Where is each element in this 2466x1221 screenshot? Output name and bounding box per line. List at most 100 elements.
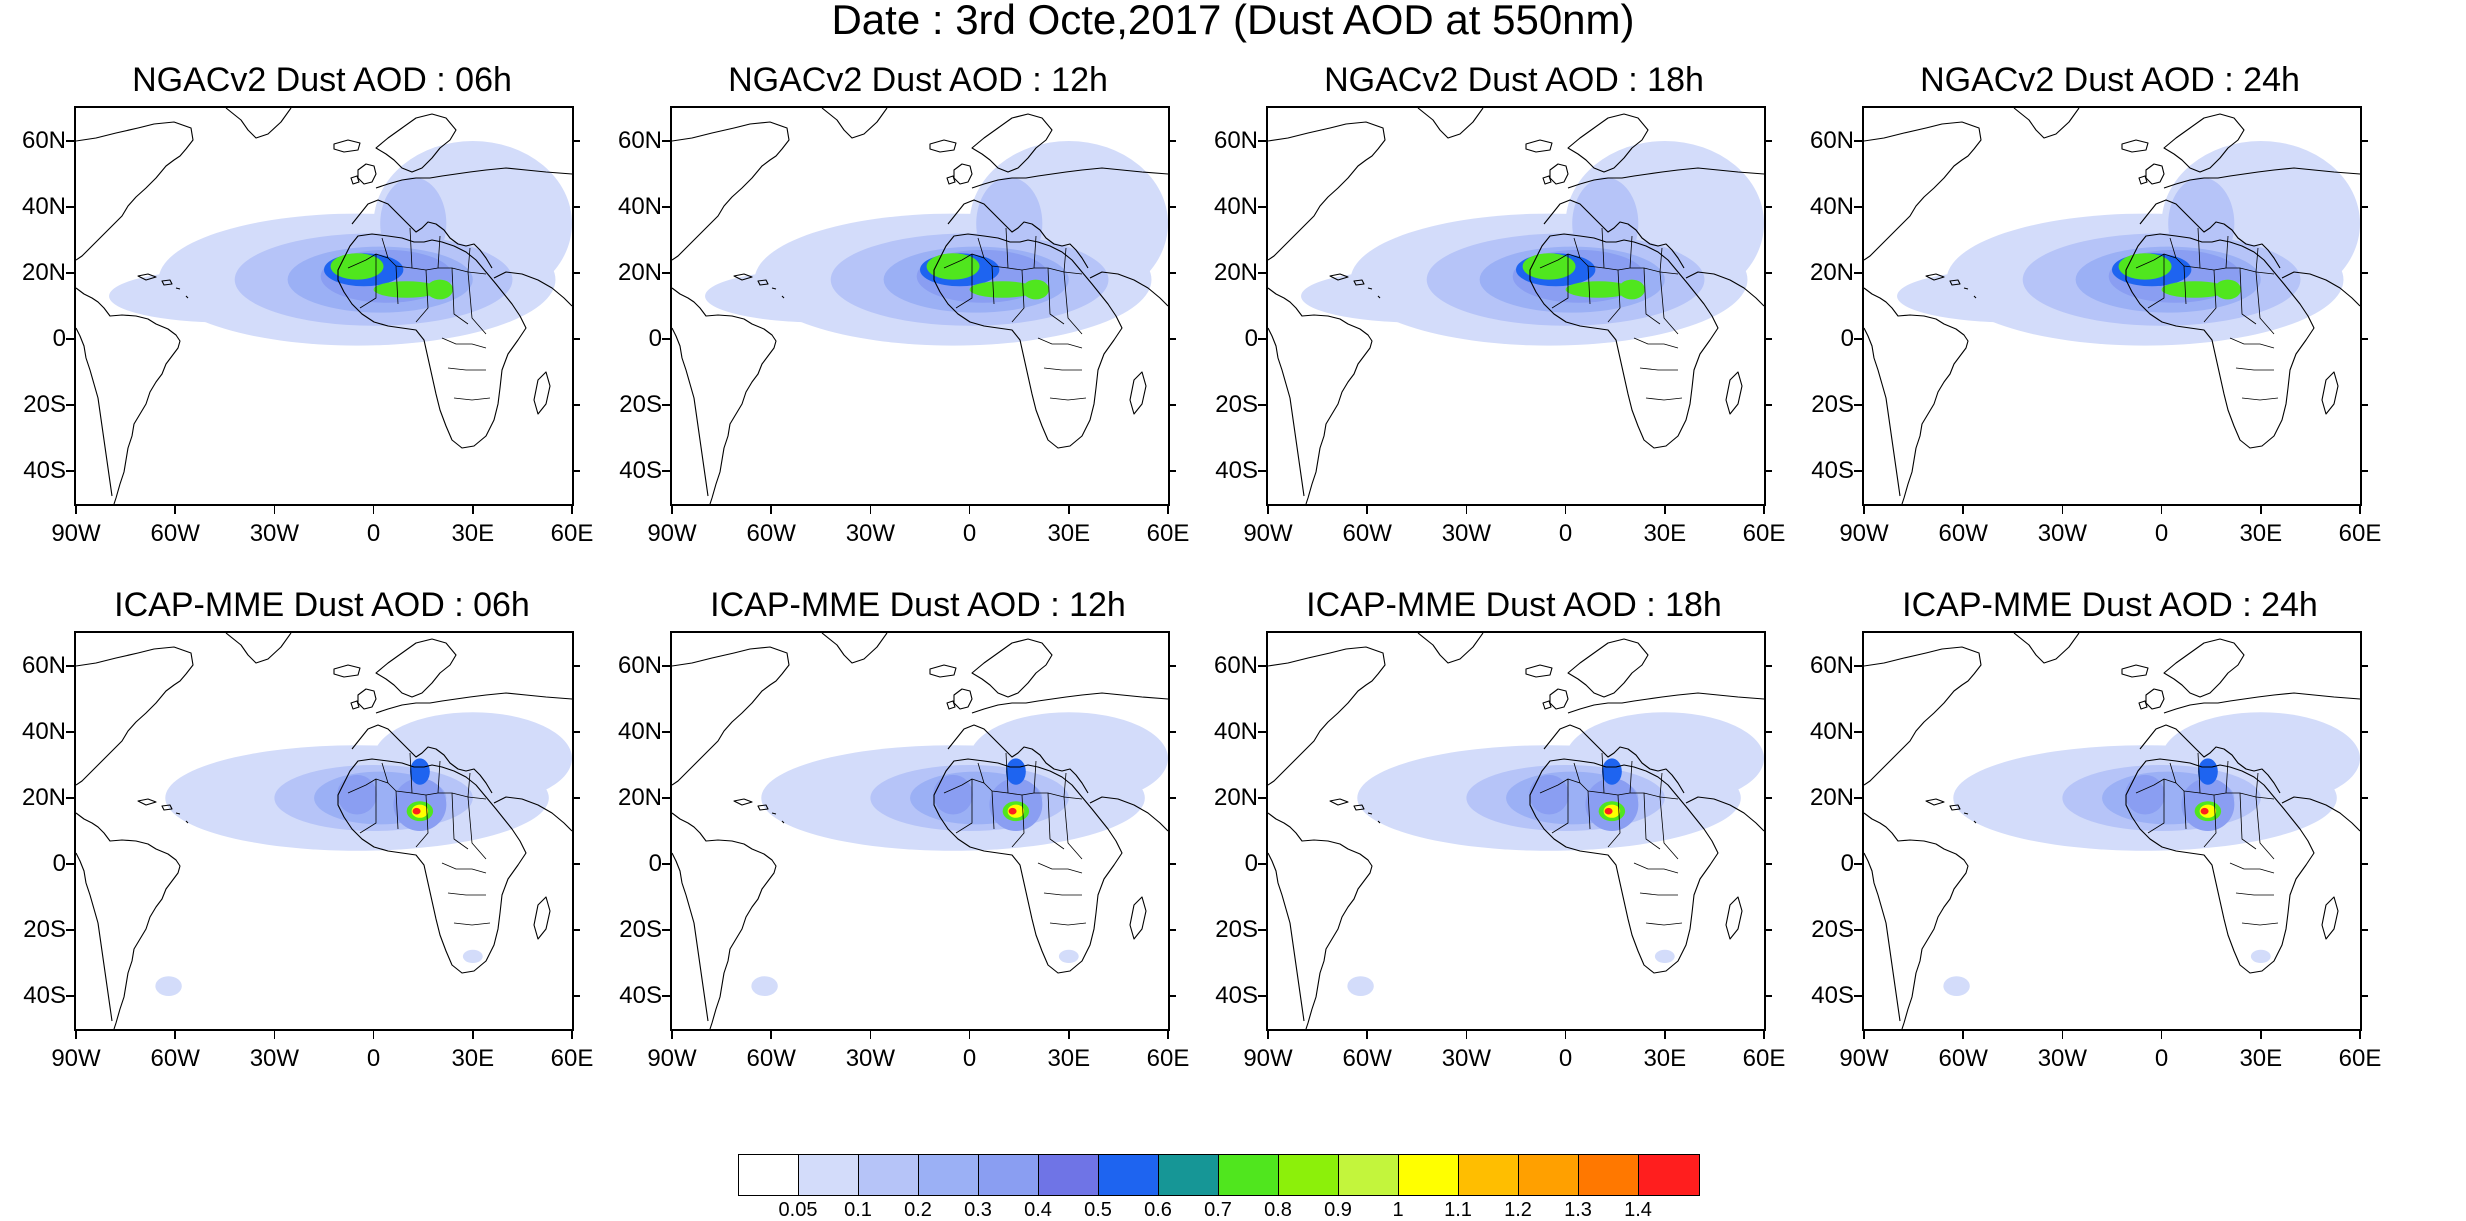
lon-tick bbox=[1465, 506, 1468, 514]
map-panel: ICAP-MME Dust AOD : 12h 60N 40N 20N 0 20S 40S 9… bbox=[596, 585, 1196, 1085]
dust-contour bbox=[2250, 949, 2271, 963]
colorbar-label: 1.1 bbox=[1444, 1199, 1472, 1221]
lat-label: 40N bbox=[617, 193, 662, 220]
lat-tick bbox=[1854, 731, 1862, 733]
lat-tick bbox=[1854, 665, 1862, 667]
lat-tick bbox=[1168, 272, 1176, 274]
dust-map bbox=[672, 108, 1168, 504]
lat-tick bbox=[572, 404, 580, 406]
dust-contour bbox=[337, 774, 377, 815]
lat-label: 20S bbox=[1215, 916, 1258, 943]
lat-tick bbox=[572, 470, 580, 472]
colorbar-label: 0.5 bbox=[1084, 1199, 1112, 1221]
lat-tick bbox=[1854, 404, 1862, 406]
lat-tick bbox=[1258, 470, 1266, 472]
colorbar-swatch bbox=[739, 1155, 799, 1195]
colorbar-label: 1.2 bbox=[1504, 1199, 1532, 1221]
lat-label: 40S bbox=[619, 982, 662, 1009]
lon-tick bbox=[1763, 1031, 1765, 1039]
lon-tick bbox=[1366, 506, 1368, 514]
colorbar-label: 0.2 bbox=[904, 1199, 932, 1221]
colorbar-swatch bbox=[1579, 1155, 1639, 1195]
lat-label: 20N bbox=[1809, 784, 1854, 811]
map-panel: NGACv2 Dust AOD : 24h 60N 40N 20N 0 20S 40S 90W… bbox=[1788, 60, 2388, 560]
lat-tick bbox=[1258, 797, 1266, 799]
lon-label: 60W bbox=[1342, 520, 1392, 547]
panel-title: NGACv2 Dust AOD : 12h bbox=[728, 61, 1108, 99]
lat-label: 0 bbox=[1840, 850, 1854, 877]
dust-contour bbox=[1572, 177, 1639, 270]
lat-tick bbox=[1258, 995, 1266, 997]
dust-contour bbox=[426, 279, 453, 300]
colorbar-label: 0.05 bbox=[778, 1199, 818, 1221]
lon-label: 60E bbox=[1742, 1045, 1786, 1072]
lon-tick bbox=[2160, 1031, 2163, 1039]
panel-title: NGACv2 Dust AOD : 24h bbox=[1920, 61, 2300, 99]
lon-tick bbox=[671, 1031, 673, 1039]
lat-label: 20N bbox=[21, 784, 66, 811]
lon-tick bbox=[571, 1031, 573, 1039]
lat-label: 40N bbox=[617, 718, 662, 745]
map-panel: NGACv2 Dust AOD : 18h 60N 40N 20N 0 20S 40S 90W… bbox=[1192, 60, 1792, 560]
lon-label: 0 bbox=[962, 520, 977, 547]
lat-label: 60N bbox=[21, 652, 66, 679]
lat-label: 20S bbox=[1215, 391, 1258, 418]
lat-tick bbox=[66, 404, 74, 406]
lat-tick bbox=[1854, 797, 1862, 799]
lon-tick bbox=[1068, 506, 1070, 514]
colorbar-swatch bbox=[979, 1155, 1039, 1195]
colorbar-label: 0.4 bbox=[1024, 1199, 1052, 1221]
lon-tick bbox=[2260, 506, 2262, 514]
colorbar-swatch bbox=[1519, 1155, 1579, 1195]
lon-label: 0 bbox=[2154, 1045, 2169, 1072]
lat-label: 60N bbox=[617, 652, 662, 679]
lat-tick bbox=[2360, 206, 2368, 208]
lat-tick bbox=[572, 206, 580, 208]
colorbar-label: 0.7 bbox=[1204, 1199, 1232, 1221]
lon-tick bbox=[1068, 1031, 1070, 1039]
lat-tick bbox=[1854, 995, 1862, 997]
lon-label: 60W bbox=[746, 520, 796, 547]
lat-tick bbox=[1258, 338, 1266, 340]
lon-label: 30E bbox=[1047, 520, 1091, 547]
colorbar-swatch bbox=[1039, 1155, 1099, 1195]
figure-title: Date : 3rd Octe,2017 (Dust AOD at 550nm) bbox=[831, 0, 1635, 43]
lon-label: 60E bbox=[1146, 520, 1190, 547]
lon-tick bbox=[2359, 506, 2361, 514]
lon-tick bbox=[75, 506, 77, 514]
panel-title: ICAP-MME Dust AOD : 12h bbox=[710, 586, 1126, 624]
lat-label: 0 bbox=[648, 850, 662, 877]
lat-label: 40S bbox=[23, 982, 66, 1009]
lat-tick bbox=[2360, 797, 2368, 799]
dust-contour bbox=[2161, 281, 2228, 298]
lon-label: 30E bbox=[1047, 1045, 1091, 1072]
lat-tick bbox=[2360, 404, 2368, 406]
lat-tick bbox=[662, 140, 670, 142]
colorbar-swatch bbox=[799, 1155, 859, 1195]
lat-label: 0 bbox=[1244, 850, 1258, 877]
lon-label: 60W bbox=[150, 1045, 200, 1072]
lat-label: 60N bbox=[617, 127, 662, 154]
colorbar-label: 0.1 bbox=[844, 1199, 872, 1221]
dust-contour bbox=[2118, 253, 2172, 280]
lon-label: 90W bbox=[1839, 1045, 1889, 1072]
dust-map bbox=[1268, 633, 1764, 1029]
map-frame bbox=[1266, 106, 1766, 506]
lon-label: 0 bbox=[1558, 520, 1573, 547]
lat-tick bbox=[572, 272, 580, 274]
lon-label: 90W bbox=[1243, 520, 1293, 547]
lat-tick bbox=[1168, 665, 1176, 667]
panel-title: ICAP-MME Dust AOD : 18h bbox=[1306, 586, 1722, 624]
lon-label: 0 bbox=[2154, 520, 2169, 547]
lat-tick bbox=[1764, 404, 1772, 406]
lat-tick bbox=[2360, 863, 2368, 865]
lat-tick bbox=[1764, 470, 1772, 472]
lat-tick bbox=[1764, 665, 1772, 667]
lat-label: 0 bbox=[52, 850, 66, 877]
lon-tick bbox=[869, 506, 872, 514]
lon-label: 60E bbox=[1742, 520, 1786, 547]
lat-tick bbox=[662, 929, 670, 931]
lat-tick bbox=[1854, 272, 1862, 274]
lat-tick bbox=[572, 731, 580, 733]
lat-tick bbox=[662, 797, 670, 799]
